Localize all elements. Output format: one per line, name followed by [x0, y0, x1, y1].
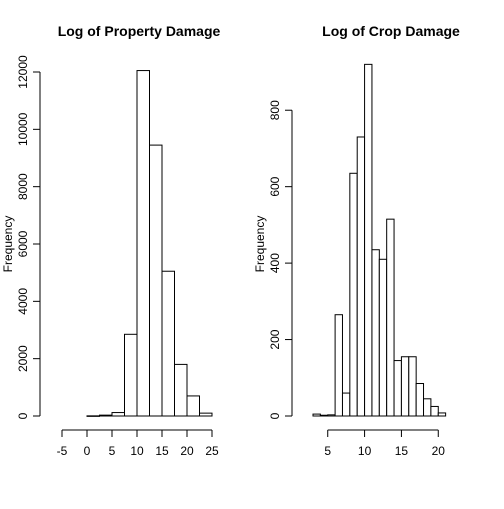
crop-y-tick-label: 200 [268, 329, 282, 349]
property-x-tick-label: 10 [130, 444, 144, 458]
property-x-tick-label: 20 [180, 444, 194, 458]
crop-histogram-bar [423, 398, 432, 417]
crop-y-axis-label: Frequency [253, 216, 267, 273]
crop-histogram-bar [386, 218, 395, 417]
crop-histogram-bar [393, 360, 402, 417]
property-x-tick-label: 25 [205, 444, 219, 458]
crop-histogram-bar [437, 412, 447, 417]
crop-y-tick-label: 600 [268, 176, 282, 196]
property-y-axis-label: Frequency [1, 216, 15, 273]
crop-y-tick-label: 0 [268, 412, 282, 419]
property-x-tick-label: 0 [84, 444, 91, 458]
property-y-tick-label: 8000 [16, 173, 30, 200]
property-y-tick-label: 2000 [16, 345, 30, 372]
property-y-tick-label: 12000 [16, 55, 30, 89]
property-histogram-bar [186, 395, 200, 417]
property-y-tick-label: 4000 [16, 288, 30, 315]
property-histogram-bar [149, 144, 163, 417]
property-histogram-bar [161, 270, 175, 417]
crop-histogram-bar [319, 414, 329, 417]
property-histogram-bar [86, 415, 100, 417]
property-y-tick-label: 0 [16, 412, 30, 419]
property-histogram-bar [136, 70, 150, 417]
property-x-tick-label: 5 [109, 444, 116, 458]
crop-y-tick-label: 800 [268, 100, 282, 120]
property-y-tick-label: 6000 [16, 230, 30, 257]
property-histogram-bar [99, 414, 113, 417]
crop-histogram-bar [371, 249, 380, 417]
crop-y-tick-label: 400 [268, 253, 282, 273]
crop-histogram-bar [334, 314, 343, 417]
crop-histogram-bar [415, 383, 425, 417]
crop-histogram-bar [364, 63, 373, 417]
crop-histogram-bar [400, 356, 410, 417]
property-x-tick-label: 15 [155, 444, 169, 458]
crop-x-tick-label: 10 [358, 444, 372, 458]
property-histogram-bar [174, 363, 188, 417]
crop-histogram-bar [430, 405, 439, 417]
property-histogram-bar [124, 333, 138, 417]
property-x-tick-label: -5 [57, 444, 68, 458]
crop-x-tick-label: 5 [324, 444, 331, 458]
property-y-tick-label: 10000 [16, 112, 30, 146]
property-histogram-bar [199, 412, 213, 417]
crop-histogram-bar [378, 258, 388, 417]
crop-x-tick-label: 20 [432, 444, 446, 458]
crop-histogram-bar [341, 392, 351, 417]
crop-histogram-bar [327, 414, 336, 417]
crop-histogram-bar [356, 136, 366, 417]
property-histogram-bar [111, 412, 125, 417]
crop-x-tick-label: 15 [395, 444, 409, 458]
crop-histogram-bar [408, 356, 417, 417]
crop-chart-title: Log of Crop Damage [322, 23, 460, 39]
property-chart-title: Log of Property Damage [58, 23, 221, 39]
crop-histogram-bar [349, 172, 358, 417]
crop-histogram-bar [312, 413, 321, 417]
